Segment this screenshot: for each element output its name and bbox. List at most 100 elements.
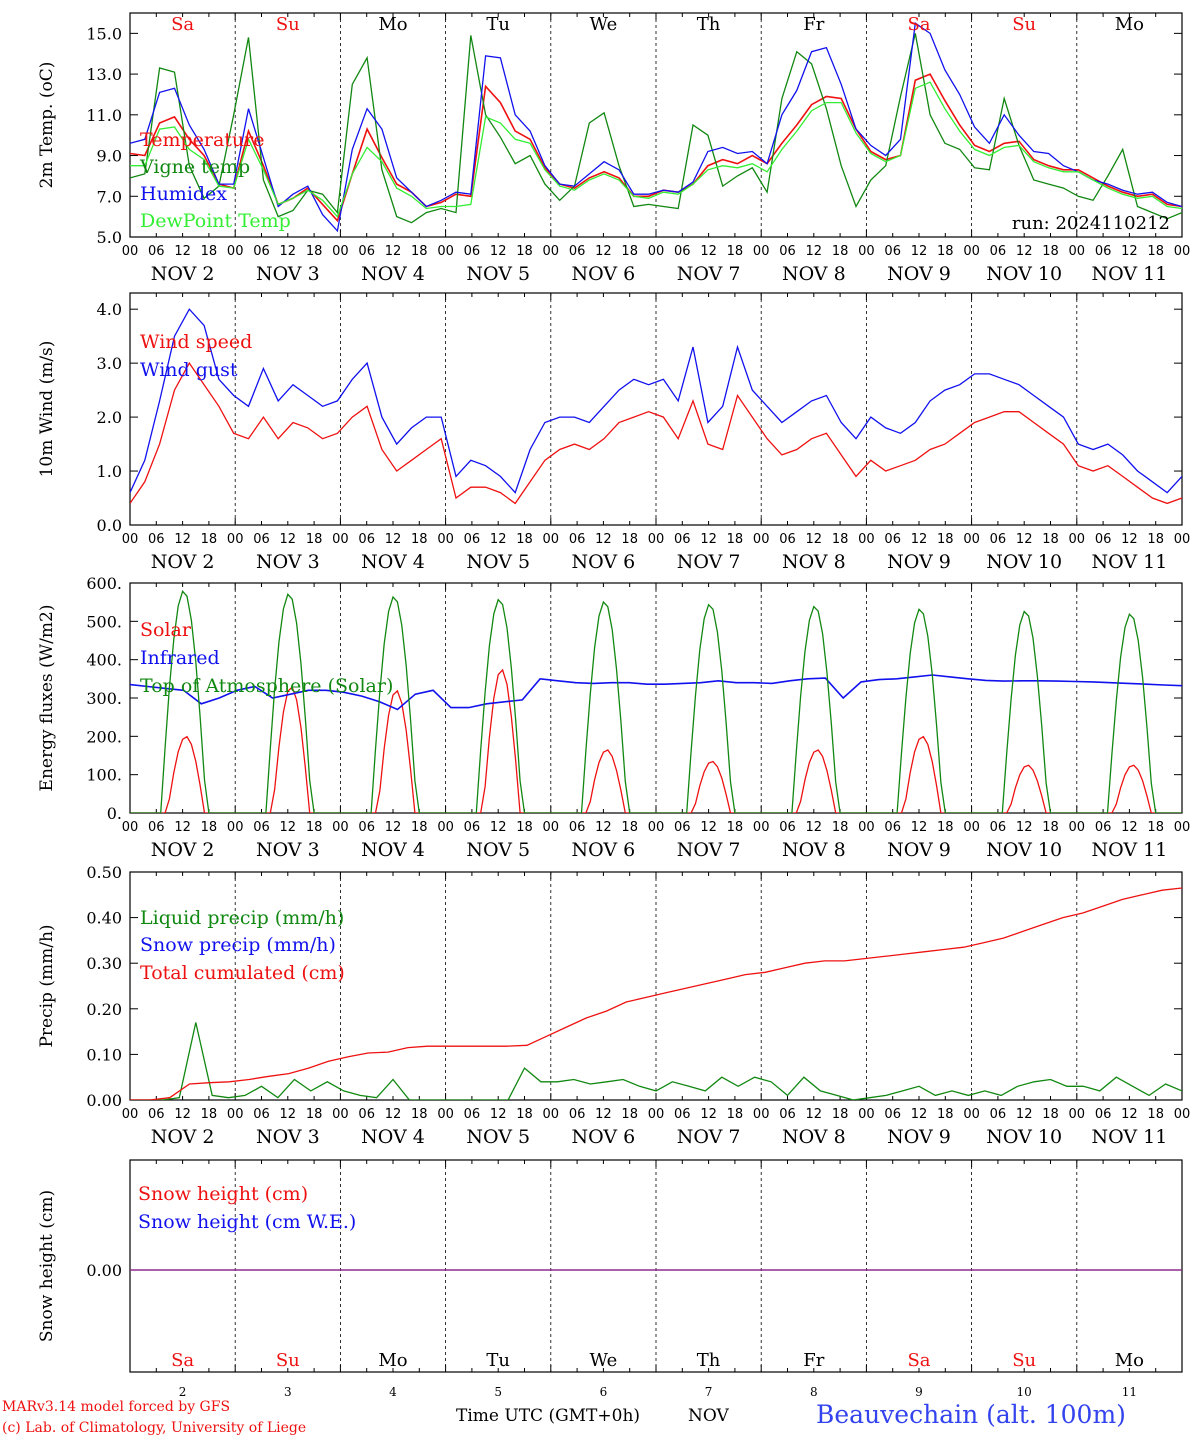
date-label: NOV 7 bbox=[677, 1126, 741, 1148]
hour-tick-label: 18 bbox=[516, 1107, 533, 1122]
weekday-label: Su bbox=[276, 1350, 300, 1371]
model-credit: MARv3.14 model forced by GFS bbox=[2, 1399, 231, 1415]
date-label: NOV 8 bbox=[782, 263, 846, 285]
x-axis-month: NOV bbox=[688, 1406, 729, 1426]
date-label: NOV 10 bbox=[986, 263, 1062, 285]
hour-tick-label: 12 bbox=[490, 532, 507, 547]
hour-tick-label: 12 bbox=[1016, 820, 1033, 835]
hour-tick-label: 00 bbox=[1174, 1107, 1191, 1122]
hour-tick-label: 06 bbox=[148, 244, 165, 259]
hour-tick-label: 18 bbox=[727, 820, 744, 835]
weekday-label: Su bbox=[1012, 14, 1036, 35]
hour-tick-label: 06 bbox=[148, 532, 165, 547]
hour-tick-label: 06 bbox=[779, 1107, 796, 1122]
date-label: NOV 3 bbox=[256, 839, 320, 861]
hour-tick-label: 00 bbox=[227, 244, 244, 259]
weekday-label: Fr bbox=[803, 14, 824, 35]
hour-tick-label: 06 bbox=[674, 532, 691, 547]
hour-tick-label: 00 bbox=[332, 1107, 349, 1122]
hour-tick-label: 00 bbox=[543, 532, 560, 547]
series-line-humidex bbox=[130, 22, 1182, 233]
hour-tick-label: 12 bbox=[490, 244, 507, 259]
date-label: NOV 6 bbox=[572, 551, 636, 573]
hour-tick-label: 06 bbox=[884, 532, 901, 547]
series-line-solar bbox=[130, 668, 1182, 813]
hour-tick-label: 00 bbox=[543, 1107, 560, 1122]
hour-tick-label: 18 bbox=[937, 532, 954, 547]
panel-1: 5.0 7.0 9.0 11.0 13.0 15.0 2m Temp. (oC) 00 06 12… bbox=[37, 12, 1190, 285]
y-axis-label: Precip (mm/h) bbox=[37, 924, 57, 1047]
hour-tick-label: 18 bbox=[621, 820, 638, 835]
date-label: NOV 5 bbox=[466, 551, 530, 573]
y-tick-label: 100. bbox=[86, 766, 122, 785]
hour-tick-label: 00 bbox=[122, 532, 139, 547]
hour-tick-label: 06 bbox=[148, 820, 165, 835]
hour-tick-label: 00 bbox=[437, 244, 454, 259]
weekday-label: Mo bbox=[1115, 1350, 1144, 1371]
legend-entry: Total cumulated (cm) bbox=[140, 962, 345, 984]
hour-tick-label: 18 bbox=[201, 820, 218, 835]
hour-tick-label: 18 bbox=[516, 532, 533, 547]
hour-tick-label: 12 bbox=[385, 244, 402, 259]
series-line-dewpoint-temp bbox=[130, 81, 1182, 218]
y-axis-label: Energy fluxes (W/m2) bbox=[37, 605, 57, 792]
hour-tick-label: 12 bbox=[911, 532, 928, 547]
hour-tick-label: 06 bbox=[779, 532, 796, 547]
hour-tick-label: 06 bbox=[464, 820, 481, 835]
hour-tick-label: 00 bbox=[1174, 532, 1191, 547]
date-number: 6 bbox=[600, 1385, 608, 1399]
hour-tick-label: 00 bbox=[1069, 244, 1086, 259]
hour-tick-label: 12 bbox=[806, 1107, 823, 1122]
hour-tick-label: 12 bbox=[280, 244, 297, 259]
y-tick-label: 500. bbox=[86, 612, 122, 631]
hour-tick-label: 12 bbox=[385, 1107, 402, 1122]
hour-tick-label: 18 bbox=[621, 244, 638, 259]
hour-tick-label: 00 bbox=[858, 820, 875, 835]
series-line-wind-gust bbox=[130, 308, 1182, 494]
hour-tick-label: 00 bbox=[963, 244, 980, 259]
hour-tick-label: 00 bbox=[1069, 820, 1086, 835]
y-tick-label: 300. bbox=[86, 689, 122, 708]
date-label: NOV 5 bbox=[466, 839, 530, 861]
hour-tick-label: 12 bbox=[385, 532, 402, 547]
weekday-label: Sa bbox=[171, 1350, 194, 1371]
hour-tick-label: 00 bbox=[1069, 1107, 1086, 1122]
hour-tick-label: 18 bbox=[1042, 532, 1059, 547]
date-label: NOV 9 bbox=[887, 551, 951, 573]
date-label: NOV 6 bbox=[572, 263, 636, 285]
hour-tick-label: 18 bbox=[306, 1107, 323, 1122]
hour-tick-label: 18 bbox=[201, 1107, 218, 1122]
date-number: 5 bbox=[494, 1385, 502, 1399]
x-axis-label: Time UTC (GMT+0h) bbox=[456, 1406, 641, 1426]
date-label: NOV 2 bbox=[151, 1126, 215, 1148]
hour-tick-label: 12 bbox=[700, 244, 717, 259]
hour-tick-label: 18 bbox=[727, 244, 744, 259]
hour-tick-label: 06 bbox=[148, 1107, 165, 1122]
date-label: NOV 2 bbox=[151, 263, 215, 285]
y-tick-label: 0.00 bbox=[86, 1091, 122, 1110]
legend-entry: Snow precip (mm/h) bbox=[140, 934, 336, 956]
y-tick-label: 5.0 bbox=[97, 228, 122, 247]
hour-tick-label: 12 bbox=[1121, 820, 1138, 835]
hour-tick-label: 06 bbox=[253, 244, 270, 259]
date-label: NOV 7 bbox=[677, 551, 741, 573]
hour-tick-label: 00 bbox=[122, 820, 139, 835]
hour-tick-label: 06 bbox=[779, 820, 796, 835]
hour-tick-label: 12 bbox=[280, 820, 297, 835]
hour-tick-label: 12 bbox=[1121, 1107, 1138, 1122]
series-line-liquid-precip-mm-h- bbox=[130, 1022, 1182, 1100]
weekday-label: Mo bbox=[378, 1350, 407, 1371]
hour-tick-label: 12 bbox=[1016, 1107, 1033, 1122]
hour-tick-label: 00 bbox=[963, 1107, 980, 1122]
hour-tick-label: 12 bbox=[174, 820, 191, 835]
date-label: NOV 3 bbox=[256, 1126, 320, 1148]
hour-tick-label: 18 bbox=[201, 244, 218, 259]
hour-tick-label: 00 bbox=[437, 532, 454, 547]
hour-tick-label: 18 bbox=[516, 244, 533, 259]
panel-5: 0.00 Snow height (cm) Snow height (cm) Snow… bbox=[37, 1159, 1183, 1373]
y-tick-label: 1.0 bbox=[97, 462, 122, 481]
hour-tick-label: 00 bbox=[227, 820, 244, 835]
hour-tick-label: 06 bbox=[358, 244, 375, 259]
hour-tick-label: 18 bbox=[621, 1107, 638, 1122]
